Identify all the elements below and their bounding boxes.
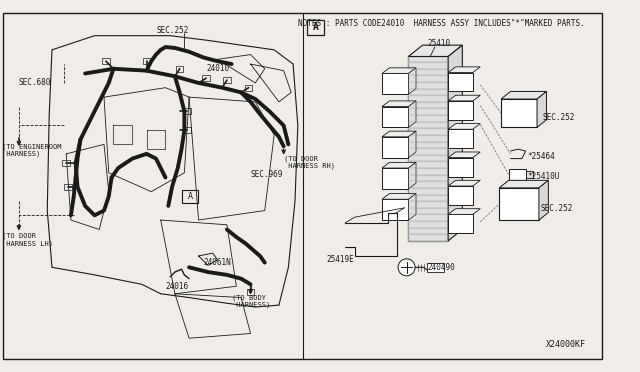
Bar: [382, 168, 408, 189]
Bar: [223, 77, 230, 83]
Text: 240490: 240490: [428, 263, 455, 272]
Circle shape: [398, 259, 415, 276]
Text: 24010: 24010: [206, 64, 229, 73]
Text: HARNESS RH): HARNESS RH): [284, 163, 335, 169]
Polygon shape: [382, 68, 416, 74]
Text: (TO BODY: (TO BODY: [232, 294, 266, 301]
Bar: [499, 188, 539, 220]
Bar: [202, 76, 210, 81]
Polygon shape: [408, 193, 416, 220]
Bar: [428, 263, 444, 272]
Bar: [245, 85, 252, 90]
Bar: [307, 20, 324, 35]
Polygon shape: [539, 180, 548, 220]
Polygon shape: [382, 162, 416, 168]
Bar: [102, 58, 109, 64]
Bar: [143, 58, 150, 64]
Bar: [64, 184, 72, 190]
Text: SEC.252: SEC.252: [541, 204, 573, 213]
Polygon shape: [382, 101, 416, 107]
Polygon shape: [408, 131, 416, 158]
Text: 24061N: 24061N: [204, 258, 231, 267]
Polygon shape: [537, 92, 547, 127]
Bar: [448, 158, 473, 177]
Text: 25419E: 25419E: [326, 255, 354, 264]
Polygon shape: [408, 162, 416, 189]
Polygon shape: [408, 101, 416, 127]
Bar: [448, 214, 473, 233]
Bar: [176, 66, 184, 71]
Bar: [184, 127, 191, 133]
Text: HARNESS): HARNESS): [232, 302, 270, 308]
Bar: [448, 129, 473, 148]
Polygon shape: [501, 92, 547, 99]
Bar: [448, 186, 473, 205]
Polygon shape: [448, 45, 462, 241]
Bar: [448, 73, 473, 92]
Text: SEC.969: SEC.969: [250, 170, 283, 179]
Bar: [501, 99, 537, 127]
Text: (TO DOOR: (TO DOOR: [284, 155, 317, 162]
Text: *25464: *25464: [527, 152, 556, 161]
Polygon shape: [448, 124, 480, 129]
Text: SEC.252: SEC.252: [156, 26, 188, 35]
Text: X24000KF: X24000KF: [546, 340, 586, 349]
Polygon shape: [382, 193, 416, 199]
Polygon shape: [448, 67, 480, 73]
Polygon shape: [499, 180, 548, 188]
Bar: [63, 160, 70, 166]
Text: A: A: [313, 22, 319, 32]
Bar: [448, 101, 473, 120]
Polygon shape: [448, 209, 480, 214]
Text: SEC.252: SEC.252: [543, 113, 575, 122]
Text: 25410: 25410: [428, 39, 451, 48]
Text: NOTES : PARTS CODE24010  HARNESS ASSY INCLUDES"*"MARKED PARTS.: NOTES : PARTS CODE24010 HARNESS ASSY INC…: [298, 19, 584, 28]
Bar: [184, 109, 191, 114]
Polygon shape: [448, 152, 480, 158]
Polygon shape: [382, 131, 416, 137]
Text: HARNESS LH): HARNESS LH): [2, 240, 53, 247]
Bar: [382, 74, 408, 94]
Text: SEC.680: SEC.680: [19, 78, 51, 87]
Bar: [247, 289, 254, 295]
Text: A: A: [188, 192, 193, 201]
Polygon shape: [448, 95, 480, 101]
Text: HARNESS): HARNESS): [2, 151, 40, 157]
Text: (TO ENGINEROOM: (TO ENGINEROOM: [2, 143, 61, 150]
Text: (TO DOOR: (TO DOOR: [2, 233, 36, 239]
Bar: [525, 171, 533, 179]
Bar: [382, 137, 408, 158]
Polygon shape: [448, 180, 480, 186]
Bar: [182, 190, 198, 203]
Polygon shape: [408, 45, 462, 57]
Polygon shape: [408, 68, 416, 94]
Bar: [509, 169, 525, 180]
Text: 24016: 24016: [166, 282, 189, 291]
Bar: [408, 57, 448, 241]
Bar: [382, 199, 408, 220]
Text: *25410U: *25410U: [527, 172, 560, 181]
Bar: [382, 107, 408, 127]
